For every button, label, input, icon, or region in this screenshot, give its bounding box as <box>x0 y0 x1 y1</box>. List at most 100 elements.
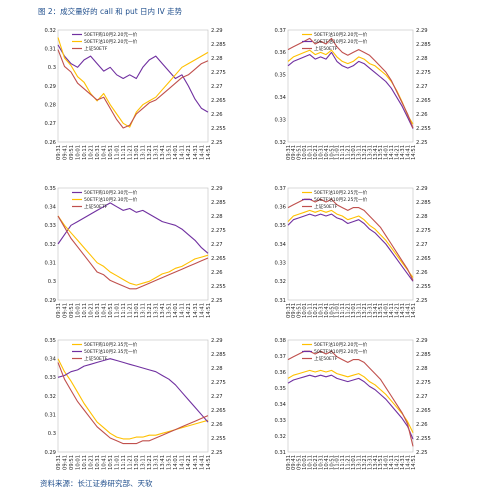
x-tick-label: 09:41 <box>291 303 297 318</box>
x-tick-label: 09:31 <box>286 303 292 318</box>
chart-panel-2: 0.37 0.36 0.35 0.34 0.33 0.32 2.29 2.285 2.28 2.2… <box>274 28 430 160</box>
x-tick-label: 13:31 <box>154 145 160 160</box>
x-tick-label: 13:51 <box>378 145 384 160</box>
x-tick-label: 13:31 <box>154 455 160 470</box>
x-tick-label: 10:31 <box>95 455 101 470</box>
series-line-3 <box>57 362 209 445</box>
y-tick-label: 0.35 <box>44 338 56 344</box>
chart-panel-4: 0.37 0.36 0.35 0.34 0.33 0.32 0.31 2.29 2.285 2.2… <box>274 186 430 318</box>
x-tick-label: 13:01 <box>134 455 140 470</box>
x-tick-label: 11:11 <box>340 145 346 160</box>
x-tick-label: 14:41 <box>199 455 205 470</box>
x-tick-label: 09:51 <box>297 303 303 318</box>
x-tick-label: 10:21 <box>88 145 94 160</box>
x-tick-label: 14:11 <box>180 145 186 160</box>
x-tick-label: 14:41 <box>405 145 411 160</box>
x-tick-label: 09:31 <box>56 303 62 318</box>
x-tick-label: 10:41 <box>101 145 107 160</box>
series-line-1 <box>57 202 209 254</box>
x-tick-label: 14:11 <box>180 455 186 470</box>
x-tick-label: 13:41 <box>160 303 166 318</box>
y2-tick-label: 2.25 <box>211 450 223 456</box>
y2-tick-label: 2.265 <box>416 98 431 104</box>
x-tick-label: 14:51 <box>411 303 417 318</box>
y2-tick-label: 2.255 <box>211 284 226 290</box>
y2-tick-label: 2.28 <box>211 214 223 220</box>
x-tick-label: 13:11 <box>356 303 362 318</box>
y-tick-label: 0.32 <box>274 279 286 285</box>
x-tick-label: 14:51 <box>411 145 417 160</box>
x-tick-label: 13:41 <box>160 145 166 160</box>
x-tick-label: 14:01 <box>384 145 390 160</box>
x-tick-label: 11:11 <box>121 303 127 318</box>
y2-tick-label: 2.27 <box>416 394 428 400</box>
y-tick-label: 0.37 <box>274 186 286 192</box>
x-tick-label: 13:21 <box>362 455 368 470</box>
y-tick-label: 0.32 <box>44 242 56 248</box>
x-tick-label: 10:31 <box>318 455 324 470</box>
legend-label: 50ETF沽10月2.20元一价 <box>314 348 368 355</box>
y2-tick-label: 2.275 <box>211 228 226 234</box>
x-tick-label: 10:31 <box>318 303 324 318</box>
x-tick-label: 10:11 <box>308 303 314 318</box>
y-tick-label: 0.34 <box>44 356 56 362</box>
y-tick-label: 0.31 <box>44 260 56 266</box>
series-line-2 <box>57 215 209 286</box>
x-tick-label: 13:31 <box>154 303 160 318</box>
series-line-2 <box>287 51 414 129</box>
y2-tick-label: 2.255 <box>416 436 431 442</box>
plot-area <box>57 187 209 301</box>
y-tick-label: 0.38 <box>274 338 286 344</box>
x-tick-label: 10:21 <box>313 145 319 160</box>
y2-tick-label: 2.28 <box>416 366 428 372</box>
y2-tick-label: 2.285 <box>211 42 226 48</box>
x-tick-label: 13:11 <box>141 303 147 318</box>
x-tick-label: 10:51 <box>329 455 335 470</box>
series-line-3 <box>57 215 209 290</box>
x-tick-label: 11:01 <box>114 303 120 318</box>
figure-title: 图 2：成交量好的 call 和 put 日内 IV 走势 <box>38 7 183 16</box>
y-tick-label: 0.29 <box>44 298 56 304</box>
series-line-2 <box>57 358 209 423</box>
x-tick-label: 13:51 <box>378 455 384 470</box>
x-tick-label: 09:51 <box>69 455 75 470</box>
y-tick-label: 0.33 <box>274 260 286 266</box>
x-tick-label: 09:51 <box>297 455 303 470</box>
x-tick-label: 09:41 <box>291 455 297 470</box>
x-tick-label: 11:01 <box>335 145 341 160</box>
x-tick-label: 13:21 <box>362 145 368 160</box>
y2-tick-label: 2.27 <box>211 84 223 90</box>
x-tick-label: 14:41 <box>405 303 411 318</box>
y2-tick-label: 2.285 <box>211 352 226 358</box>
x-tick-label: 10:51 <box>108 455 114 470</box>
x-tick-label: 14:21 <box>186 145 192 160</box>
x-tick-label: 09:31 <box>56 455 62 470</box>
y-tick-label: 0.31 <box>274 450 286 456</box>
x-tick-label: 13:21 <box>362 303 368 318</box>
legend-label: 50ETF购10月2.35元一价 <box>84 341 138 348</box>
x-tick-label: 13:41 <box>373 145 379 160</box>
x-tick-label: 10:51 <box>329 145 335 160</box>
y-tick-label: 0.34 <box>274 95 286 101</box>
x-tick-label: 14:31 <box>400 455 406 470</box>
legend-label: 50ETF购10月2.30元一价 <box>84 189 138 196</box>
series-line-1 <box>57 358 209 440</box>
y2-tick-label: 2.275 <box>416 380 431 386</box>
y2-tick-label: 2.255 <box>211 436 226 442</box>
x-tick-label: 14:51 <box>206 303 212 318</box>
plot-area <box>287 187 414 301</box>
x-tick-label: 13:41 <box>160 455 166 470</box>
x-tick-label: 09:31 <box>286 455 292 470</box>
y2-tick-label: 2.255 <box>211 126 226 132</box>
y-tick-label: 0.29 <box>44 84 56 90</box>
x-tick-label: 10:01 <box>75 145 81 160</box>
x-tick-label: 10:21 <box>313 303 319 318</box>
y2-tick-label: 2.29 <box>416 338 428 344</box>
x-tick-label: 10:01 <box>75 455 81 470</box>
plot-area <box>287 339 414 453</box>
x-tick-label: 13:41 <box>373 303 379 318</box>
y2-tick-label: 2.26 <box>211 270 223 276</box>
x-tick-label: 14:01 <box>173 303 179 318</box>
x-tick-label: 11:01 <box>114 145 120 160</box>
y2-tick-label: 2.29 <box>211 186 223 192</box>
